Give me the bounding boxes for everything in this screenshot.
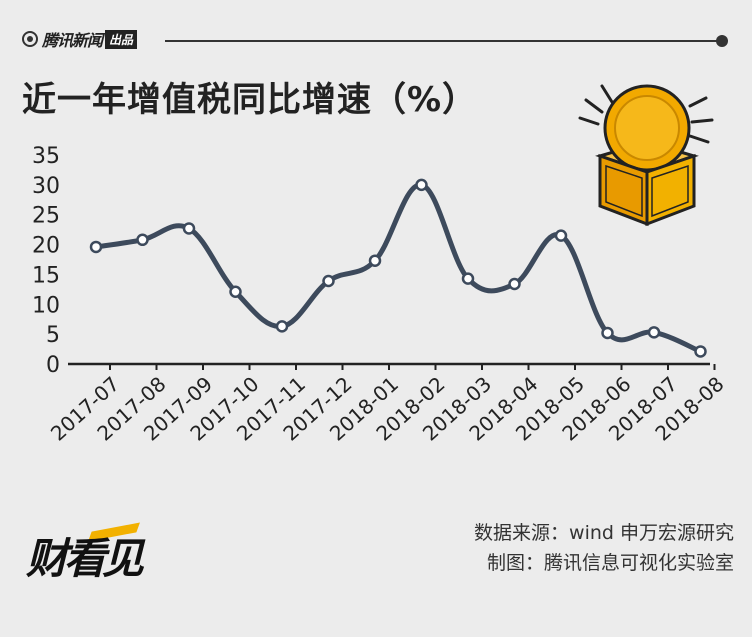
y-tick-label: 15 <box>32 263 60 288</box>
y-axis-ticks: 0 5 10 15 20 25 30 35 <box>32 144 60 378</box>
data-point <box>229 285 242 298</box>
coin-box-illustration <box>578 84 714 227</box>
data-point <box>461 272 475 285</box>
y-tick-label: 20 <box>32 234 60 259</box>
data-point <box>694 345 707 358</box>
data-point <box>368 254 382 267</box>
caikanjian-logo: 财看见 <box>22 519 152 583</box>
y-tick-label: 0 <box>46 353 60 378</box>
credit-line: 制图：腾讯信息可视化实验室 <box>486 552 734 574</box>
y-tick-label: 30 <box>32 174 60 199</box>
data-point <box>508 277 521 291</box>
logo-text: 财看见 <box>26 534 144 583</box>
data-point <box>601 326 614 340</box>
data-point <box>554 229 568 242</box>
y-tick-label: 5 <box>46 323 60 348</box>
data-point <box>415 178 428 192</box>
y-tick-label: 35 <box>32 144 60 169</box>
brand-name: 腾讯新闻 <box>42 31 103 50</box>
data-point <box>182 222 196 235</box>
data-point <box>275 320 289 333</box>
source-line: 数据来源：wind 申万宏源研究 <box>474 522 734 544</box>
series-line <box>93 182 703 354</box>
data-points <box>89 178 707 358</box>
data-point <box>647 326 661 339</box>
x-axis-ticks: 2017-072017-082017-092017-102017-112017-… <box>46 364 729 446</box>
brand: 腾讯新闻 出品 <box>22 26 138 52</box>
y-tick-label: 25 <box>32 204 60 229</box>
brand-tag: 出品 <box>105 29 138 49</box>
header-rule-dot <box>716 35 728 47</box>
chart-title: 近一年增值税同比增速（%） <box>22 80 478 120</box>
data-point <box>89 240 103 254</box>
header-rule <box>165 40 721 42</box>
source-note: 数据来源：wind 申万宏源研究 制图：腾讯信息可视化实验室 <box>474 518 734 578</box>
y-tick-label: 10 <box>32 293 60 318</box>
brand-logo-icon <box>22 31 38 47</box>
data-point <box>322 274 335 288</box>
data-point <box>136 233 149 247</box>
